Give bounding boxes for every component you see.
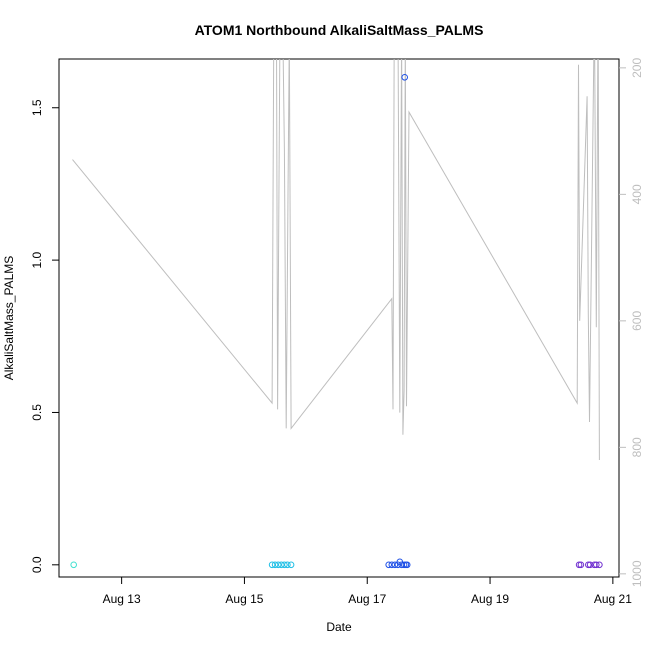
data-point	[400, 561, 408, 569]
chart-title: ATOM1 Northbound AlkaliSaltMass_PALMS	[195, 22, 484, 38]
data-point	[271, 561, 279, 569]
y2-tick-label: 800	[630, 437, 644, 457]
data-point	[391, 561, 399, 569]
x-tick-label: Aug 13	[103, 592, 141, 606]
x-axis: Aug 13 Aug 15 Aug 17 Aug 19 Aug 21	[103, 577, 632, 606]
y-axis: 0.0 0.5 1.0 1.5	[30, 99, 59, 573]
y2-tick-label: 200	[630, 58, 644, 78]
data-point	[403, 561, 411, 569]
data-point	[287, 561, 295, 569]
data-point	[385, 561, 393, 569]
data-point	[281, 561, 288, 569]
x-axis-label: Date	[326, 620, 352, 634]
data-point	[596, 561, 603, 569]
data-point	[284, 561, 291, 569]
series-line	[72, 59, 600, 461]
x-tick-label: Aug 19	[471, 592, 509, 606]
data-point	[575, 561, 583, 569]
x-tick-label: Aug 21	[594, 592, 632, 606]
right-axis-series	[72, 59, 600, 461]
data-point	[577, 561, 585, 569]
y-axis-label: AlkaliSaltMass_PALMS	[2, 256, 16, 381]
right-axis: 200 400 600 800 1000	[619, 58, 644, 587]
y-tick-label: 0.0	[30, 556, 44, 573]
data-point	[586, 561, 594, 569]
data-point	[585, 561, 592, 569]
y2-tick-label: 1000	[630, 560, 644, 587]
data-point	[591, 561, 598, 569]
data-points	[70, 74, 603, 569]
y2-tick-label: 600	[630, 311, 644, 331]
data-point	[274, 561, 282, 569]
y2-tick-label: 400	[630, 184, 644, 204]
data-point	[401, 74, 409, 81]
y-tick-label: 1.0	[30, 251, 44, 268]
x-tick-label: Aug 15	[225, 592, 263, 606]
data-point	[70, 561, 77, 569]
data-point	[593, 561, 600, 569]
y-tick-label: 1.5	[30, 99, 44, 116]
plot-frame	[58, 58, 620, 578]
y-tick-label: 0.5	[30, 404, 44, 421]
x-tick-label: Aug 17	[348, 592, 386, 606]
